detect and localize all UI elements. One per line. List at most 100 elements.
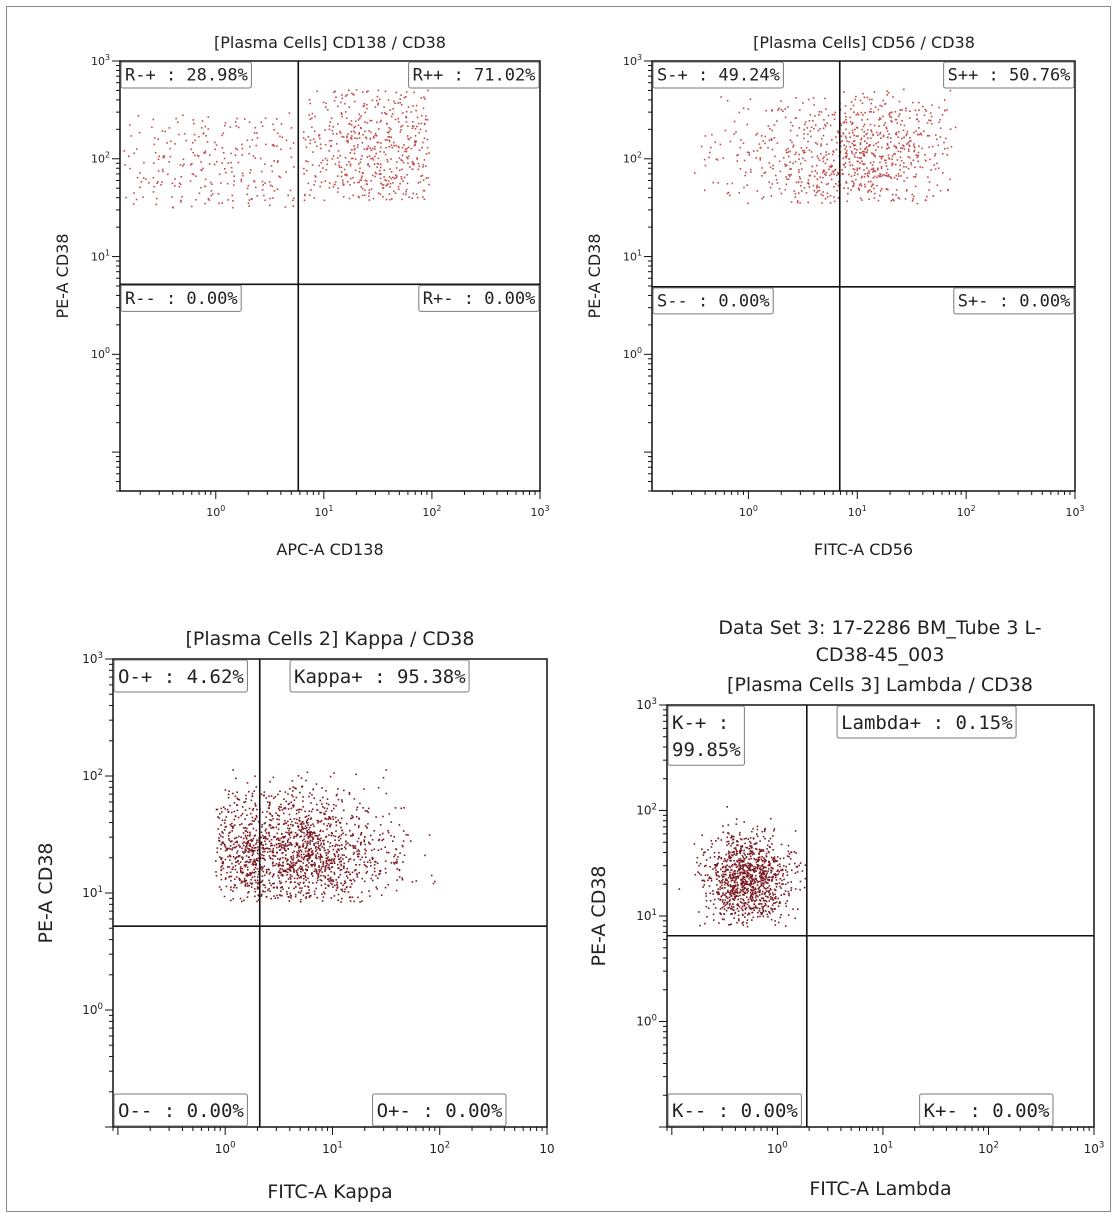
data-point	[330, 139, 333, 142]
data-point	[325, 802, 328, 805]
data-point	[278, 844, 281, 847]
data-point	[731, 885, 733, 888]
data-point	[228, 832, 230, 834]
data-point	[764, 827, 766, 830]
data-point	[265, 816, 267, 818]
data-point	[861, 175, 863, 178]
data-point	[308, 99, 311, 101]
data-point	[906, 189, 908, 191]
data-point	[357, 837, 360, 840]
data-point	[263, 194, 265, 197]
data-point	[302, 137, 305, 139]
data-point	[316, 879, 319, 882]
data-point	[866, 118, 869, 121]
data-point	[370, 149, 372, 152]
quadrant-label-box: S-+ : 49.24%	[652, 61, 784, 89]
chart-title-line: CD38-45_003	[816, 644, 945, 666]
data-point	[333, 854, 336, 856]
data-point	[425, 153, 428, 155]
data-point	[848, 132, 851, 134]
data-point	[845, 116, 847, 118]
data-point	[411, 168, 414, 170]
data-point	[888, 113, 890, 115]
data-point	[778, 921, 780, 924]
data-point	[793, 190, 795, 192]
data-point	[824, 162, 827, 165]
data-point	[402, 830, 405, 832]
data-point	[779, 877, 781, 880]
data-point	[217, 816, 219, 818]
data-point	[395, 167, 398, 169]
data-point	[307, 866, 309, 868]
data-point	[767, 125, 770, 127]
data-point	[271, 185, 274, 188]
data-point	[231, 840, 233, 842]
data-point	[269, 197, 271, 200]
data-point	[344, 111, 347, 113]
x-tick-label: 100	[767, 1141, 788, 1156]
data-point	[277, 837, 280, 840]
data-point	[302, 844, 304, 847]
data-point	[807, 140, 809, 143]
data-point	[826, 158, 829, 161]
data-point	[380, 142, 382, 144]
data-point	[320, 147, 322, 150]
data-point	[236, 797, 239, 800]
data-point	[261, 879, 264, 882]
y-tick-label: 102	[82, 768, 103, 783]
data-point	[305, 864, 307, 867]
data-point	[759, 899, 761, 901]
data-point	[830, 164, 833, 167]
x-tick-label: 102	[957, 504, 976, 519]
data-point	[780, 108, 783, 111]
data-point	[748, 874, 750, 877]
data-point	[883, 159, 886, 162]
data-point	[761, 167, 763, 169]
data-point	[729, 857, 731, 860]
data-point	[755, 134, 757, 136]
quadrant-label-text: R-- : 0.00%	[125, 289, 238, 309]
data-point	[303, 827, 305, 829]
data-point	[281, 894, 283, 897]
data-point	[726, 844, 728, 847]
data-point	[845, 181, 847, 183]
data-point	[316, 852, 319, 855]
data-point	[788, 855, 790, 858]
data-point	[749, 840, 751, 843]
data-point	[278, 818, 280, 821]
data-point	[333, 99, 336, 102]
data-point	[309, 102, 312, 105]
data-point	[742, 142, 745, 145]
data-point	[312, 823, 314, 825]
data-point	[818, 159, 821, 162]
data-point	[916, 202, 919, 205]
data-point	[382, 184, 385, 186]
data-point	[348, 858, 350, 861]
data-point	[719, 143, 722, 146]
data-point	[251, 848, 253, 851]
data-point	[879, 104, 881, 107]
data-point	[378, 873, 380, 876]
data-point	[924, 154, 926, 156]
data-point	[315, 783, 318, 785]
data-point	[901, 137, 903, 140]
data-point	[409, 840, 412, 842]
data-point	[204, 150, 207, 153]
data-point	[849, 121, 852, 123]
data-point	[733, 133, 736, 135]
data-point	[731, 836, 733, 838]
data-point	[340, 101, 342, 104]
data-point	[407, 162, 409, 165]
data-point	[867, 175, 870, 178]
data-point	[750, 857, 752, 860]
data-point	[823, 119, 825, 121]
data-point	[863, 155, 866, 157]
data-point	[285, 139, 288, 142]
data-point	[374, 106, 377, 108]
data-point	[892, 96, 894, 98]
data-point	[749, 896, 752, 898]
data-point	[295, 893, 297, 896]
data-point	[273, 844, 276, 847]
data-point	[715, 869, 717, 871]
